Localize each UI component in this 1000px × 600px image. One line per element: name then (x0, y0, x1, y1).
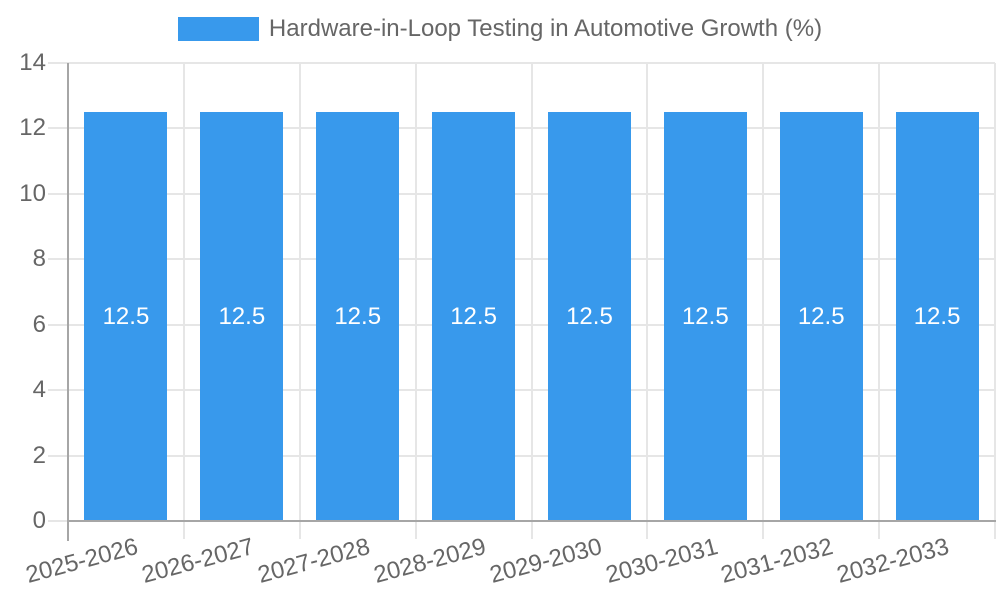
x-axis-tick (414, 521, 417, 539)
y-axis-tick (48, 454, 68, 457)
y-axis-tick (48, 520, 68, 522)
gridline-x (414, 63, 417, 521)
gridline-x (762, 63, 765, 521)
bar (663, 112, 747, 521)
y-axis-tick (48, 127, 68, 130)
x-tick-label: 2032-2033 (834, 533, 953, 589)
bar-value-label: 12.5 (450, 302, 497, 330)
x-tick-label: 2029-2030 (486, 533, 605, 589)
x-axis-tick (878, 521, 881, 539)
x-tick-label: 2027-2028 (254, 533, 373, 589)
y-axis-line (67, 63, 69, 541)
y-axis-tick (48, 258, 68, 261)
bar (432, 112, 516, 521)
bar (895, 112, 979, 521)
x-axis-tick (182, 521, 185, 539)
gridline-x (182, 63, 185, 521)
bar-value-label: 12.5 (797, 302, 845, 330)
y-tick-label: 2 (32, 441, 46, 469)
x-axis-tick (530, 521, 533, 539)
y-axis-tick (48, 323, 68, 326)
y-tick-label: 12 (19, 114, 46, 142)
gridline-x (298, 63, 301, 521)
bar-value-label: 12.5 (913, 302, 961, 330)
legend-swatch-icon (177, 17, 259, 41)
x-axis-tick (994, 521, 996, 539)
x-tick-label: 2028-2029 (370, 533, 489, 589)
x-tick-label: 2030-2031 (602, 533, 721, 589)
bar (200, 112, 284, 521)
gridline-x (994, 63, 996, 521)
x-axis-line (67, 520, 996, 522)
bar-value-label: 12.5 (218, 302, 266, 330)
y-axis-tick (48, 389, 68, 392)
x-tick-label: 2031-2032 (718, 533, 837, 589)
bar-value-label: 12.5 (566, 302, 613, 330)
y-axis-tick (48, 192, 68, 195)
y-tick-label: 8 (32, 245, 46, 273)
y-tick-label: 0 (32, 507, 46, 534)
y-tick-label: 10 (19, 179, 46, 207)
x-axis-tick (298, 521, 301, 539)
bar (779, 112, 863, 521)
y-tick-label: 14 (19, 49, 46, 76)
gridline-x (646, 63, 649, 521)
chart-legend[interactable]: Hardware-in-Loop Testing in Automotive G… (0, 14, 1000, 44)
bar-value-label: 12.5 (102, 302, 150, 330)
bar-value-label: 12.5 (681, 302, 729, 330)
x-axis-tick (762, 521, 765, 539)
x-axis-tick (646, 521, 649, 539)
bar (547, 112, 631, 521)
y-axis-tick (48, 62, 68, 64)
bar-value-label: 12.5 (334, 302, 382, 330)
y-tick-label: 4 (32, 376, 46, 404)
legend-label: Hardware-in-Loop Testing in Automotive G… (268, 15, 823, 42)
y-tick-label: 6 (32, 310, 46, 338)
bar (316, 112, 400, 521)
x-tick-label: 2026-2027 (138, 533, 257, 589)
gridline-x (878, 63, 881, 521)
gridline-x (530, 63, 533, 521)
bar (84, 112, 168, 521)
x-tick-label: 2025-2026 (23, 533, 141, 589)
